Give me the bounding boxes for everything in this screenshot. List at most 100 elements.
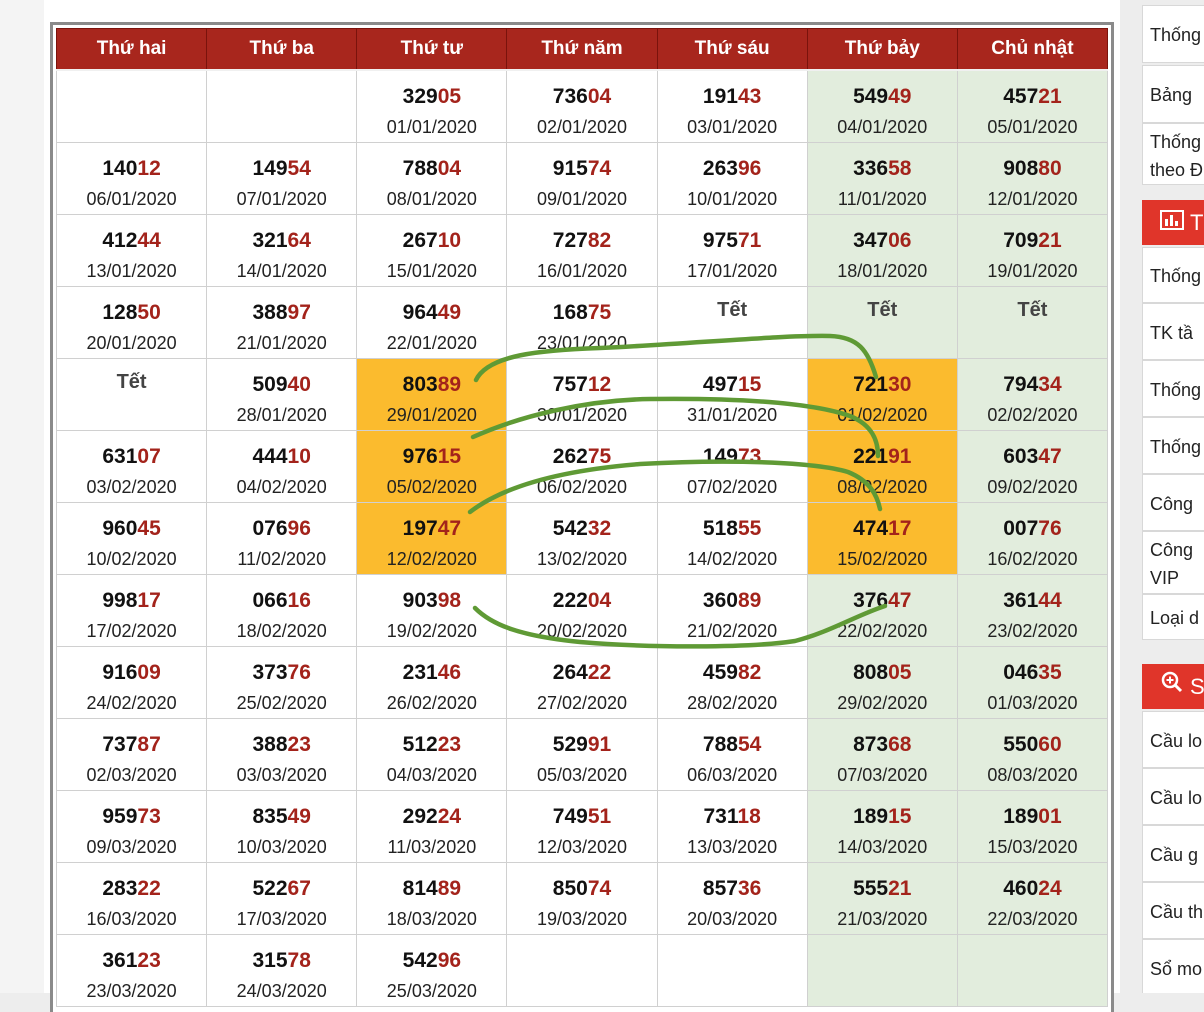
result-number-tail: 23 (287, 733, 311, 756)
result-number: 36144 (958, 589, 1107, 613)
result-number-head: 222 (552, 589, 588, 612)
sidebar-link[interactable]: Cầu th (1142, 882, 1204, 939)
result-date: 15/01/2020 (386, 261, 477, 281)
day-cell: 00776 16/02/2020 (956, 502, 1109, 575)
result-number-head: 835 (252, 805, 288, 828)
result-number-tail: 24 (1038, 877, 1062, 900)
right-sidebar: Thống Bảng Thống theo Đ T Thống TK tầ Thống Thốn… (1120, 0, 1204, 993)
result-number-tail: 44 (1038, 589, 1062, 612)
result-number: 80389 (357, 373, 506, 397)
day-cell: 14973 07/02/2020 (656, 430, 808, 503)
result-date: 08/01/2020 (386, 189, 477, 209)
day-cell: 12850 20/01/2020 (55, 286, 208, 359)
result-number-head: 916 (102, 661, 138, 684)
day-cell: 36089 21/02/2020 (656, 574, 808, 647)
result-number: 07696 (207, 517, 356, 541)
result-date: 20/03/2020 (687, 909, 778, 929)
sidebar-link[interactable]: Bảng (1142, 65, 1204, 123)
result-number-tail: 46 (437, 661, 462, 684)
result-number: 87368 (808, 733, 957, 757)
result-number: 91574 (507, 157, 656, 181)
result-date: 07/02/2020 (687, 477, 778, 497)
result-number-head: 376 (853, 589, 889, 612)
sidebar-link[interactable]: Thống (1142, 417, 1204, 474)
sidebar-section-header[interactable]: T (1142, 200, 1204, 245)
result-number: 83549 (207, 805, 356, 829)
result-number: 52267 (207, 877, 356, 901)
result-number-tail: 22 (137, 877, 161, 900)
week-row: 63107 03/02/2020 44410 04/02/2020 97615 05/02… (55, 430, 1109, 503)
sidebar-link[interactable]: Cầu lo (1142, 711, 1204, 768)
result-number: 37376 (207, 661, 356, 685)
result-number-head: 457 (1003, 85, 1039, 108)
results-calendar-table: Thứ hai Thứ ba Thứ tư Thứ năm Thứ sáu Thứ bảy… (55, 28, 1109, 1007)
result-number-tail: 12 (587, 373, 612, 396)
result-number-tail: 54 (737, 733, 762, 756)
result-number-head: 336 (853, 157, 889, 180)
result-number-tail: 05 (888, 661, 912, 684)
result-date: 08/03/2020 (987, 765, 1078, 785)
sidebar-link-label: Thống (1150, 380, 1202, 400)
result-number: 51223 (357, 733, 506, 757)
result-number-head: 459 (702, 661, 738, 684)
sidebar-link[interactable]: Loại d (1142, 594, 1204, 640)
sidebar-link[interactable]: Cầu lo (1142, 768, 1204, 825)
sidebar-link-label: Sổ mo (1150, 959, 1203, 979)
result-number-head: 221 (853, 445, 889, 468)
result-number: 46024 (958, 877, 1107, 901)
sidebar-link[interactable]: Thống (1142, 247, 1204, 303)
result-date: 12/01/2020 (987, 189, 1078, 209)
result-number-head: 757 (552, 373, 588, 396)
result-date: 28/02/2020 (687, 693, 778, 713)
result-number-head: 264 (552, 661, 588, 684)
day-cell: 06616 18/02/2020 (206, 574, 358, 647)
day-cell: 78804 08/01/2020 (356, 142, 508, 215)
result-date: 18/03/2020 (386, 909, 477, 929)
week-row: 99817 17/02/2020 06616 18/02/2020 90398 19/02… (55, 574, 1109, 647)
sidebar-link-label: Bảng (1150, 85, 1193, 105)
result-number-head: 189 (853, 805, 889, 828)
result-number-head: 361 (102, 949, 138, 972)
sidebar-link[interactable]: Thống (1142, 5, 1204, 63)
result-number: 91609 (57, 661, 206, 685)
result-number: 73118 (658, 805, 807, 829)
result-date: 15/03/2020 (987, 837, 1078, 857)
day-header: Thứ hai (55, 28, 208, 71)
day-cell: 91609 24/02/2020 (55, 646, 208, 719)
result-date: 09/02/2020 (987, 477, 1078, 497)
result-date: 15/02/2020 (837, 549, 928, 569)
result-number-tail: 15 (888, 805, 912, 828)
day-cell: 29224 11/03/2020 (356, 790, 508, 863)
result-number: 14973 (658, 445, 807, 469)
result-number: 49715 (658, 373, 807, 397)
sidebar-link[interactable]: Sổ mo (1142, 939, 1204, 993)
day-cell: 54232 13/02/2020 (506, 502, 658, 575)
day-cell: 96045 10/02/2020 (55, 502, 208, 575)
sidebar-link[interactable]: Cầu g (1142, 825, 1204, 882)
sidebar-link[interactable]: Công VIP (1142, 531, 1204, 594)
result-number-head: 788 (402, 157, 438, 180)
sidebar-link[interactable]: Thống theo Đ (1142, 123, 1204, 185)
sidebar-link[interactable]: TK tầ (1142, 303, 1204, 360)
sidebar-section-header[interactable]: S (1142, 664, 1204, 709)
result-number: 32164 (207, 229, 356, 253)
result-number: 80805 (808, 661, 957, 685)
result-number: 90880 (958, 157, 1107, 181)
result-number-tail: 73 (137, 805, 161, 828)
day-cell: 36123 23/03/2020 (55, 934, 208, 1007)
day-cell: Tết (806, 286, 958, 359)
result-number-head: 191 (702, 85, 738, 108)
week-row: 36123 23/03/2020 31578 24/03/2020 54296 25/03… (55, 934, 1109, 1007)
result-date: 14/03/2020 (837, 837, 928, 857)
result-date: 26/02/2020 (386, 693, 477, 713)
sidebar-link[interactable]: Thống (1142, 360, 1204, 417)
sidebar-link[interactable]: Công (1142, 474, 1204, 531)
day-header: Thứ ba (206, 28, 358, 71)
result-number-head: 512 (402, 733, 438, 756)
result-number-tail: 68 (888, 733, 912, 756)
week-row: 95973 09/03/2020 83549 10/03/2020 29224 11/03… (55, 790, 1109, 863)
result-number: 44410 (207, 445, 356, 469)
result-number-tail: 76 (287, 661, 311, 684)
result-number-tail: 49 (287, 805, 311, 828)
day-cell: 33658 11/01/2020 (806, 142, 958, 215)
